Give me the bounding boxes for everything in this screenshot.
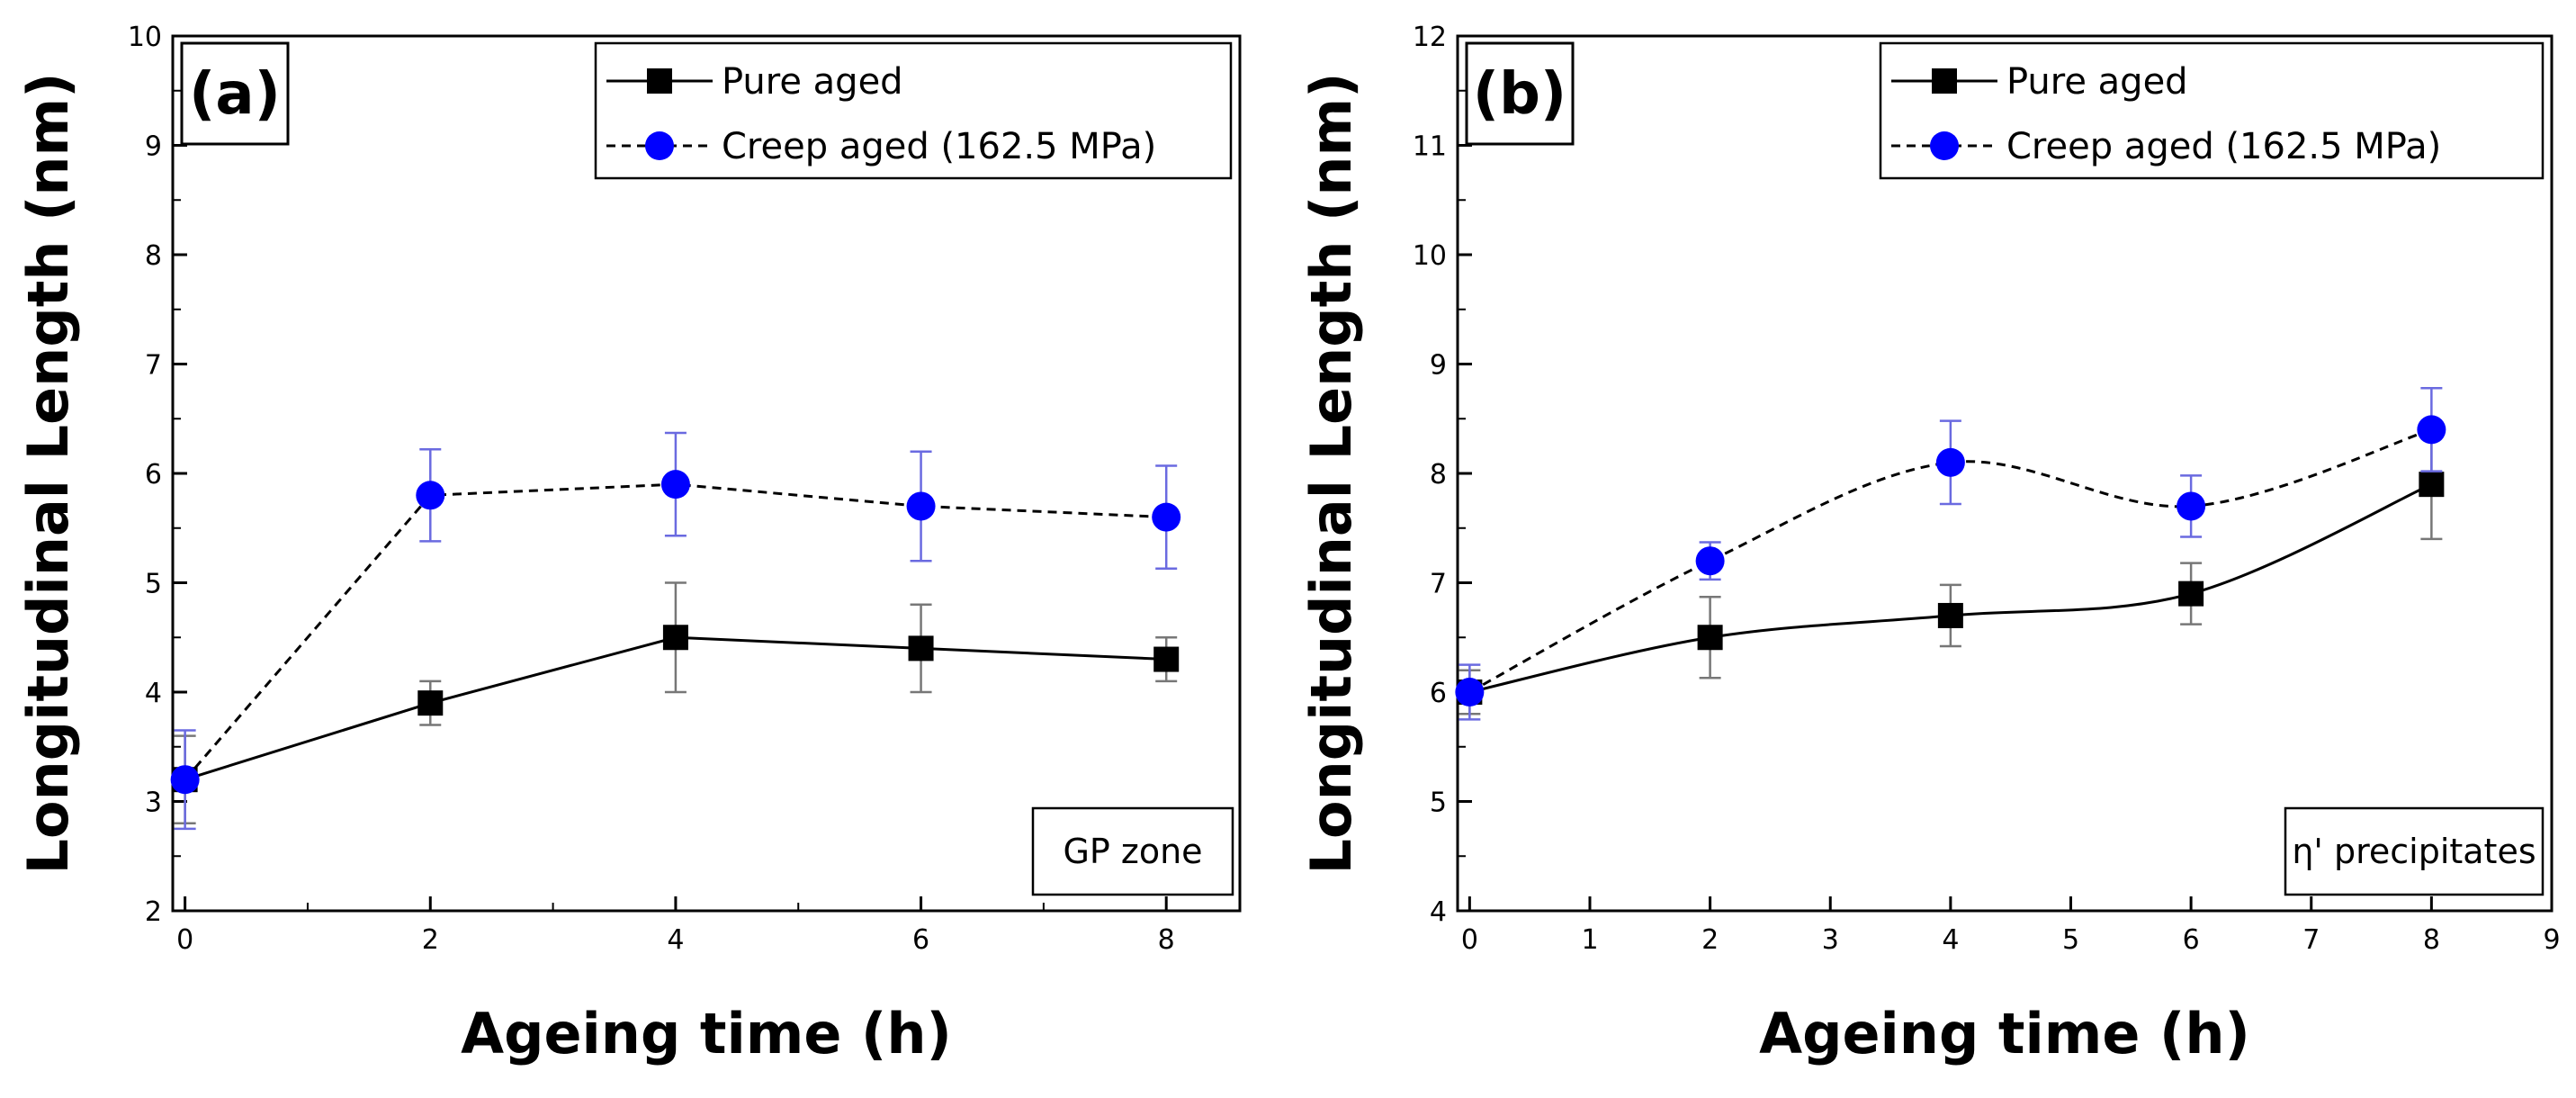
- data-point: [1455, 678, 1485, 706]
- x-tick-label: 4: [1942, 924, 1959, 956]
- legend-marker: [647, 68, 672, 94]
- y-tick-label: 12: [1413, 22, 1447, 53]
- y-tick-label: 6: [145, 459, 162, 490]
- data-point: [2419, 472, 2445, 498]
- data-point: [1697, 625, 1723, 651]
- legend-entry: Creep aged (162.5 MPa): [722, 126, 1156, 167]
- series-pure-aged: [172, 581, 1180, 825]
- y-tick-label: 4: [145, 678, 162, 709]
- y-tick-label: 8: [145, 240, 162, 272]
- y-tick-label: 7: [1430, 569, 1447, 600]
- legend: Pure aged Creep aged (162.5 MPa): [594, 41, 1233, 180]
- x-tick-label: 0: [1461, 924, 1478, 956]
- y-axis-title: Longitudinal Length (nm): [15, 73, 81, 875]
- x-tick-label: 1: [1581, 924, 1598, 956]
- x-axis-title: Ageing time (h): [461, 1001, 952, 1066]
- legend-marker: [645, 131, 674, 160]
- legend-marker: [1930, 131, 1959, 160]
- x-tick-label: 2: [1701, 924, 1719, 956]
- data-point: [906, 491, 936, 521]
- data-point: [417, 690, 444, 716]
- x-tick-label: 6: [2183, 924, 2200, 956]
- panel-label: (a): [189, 61, 281, 128]
- y-tick-label: 9: [145, 131, 162, 163]
- y-tick-label: 2: [145, 896, 162, 928]
- y-tick-label: 9: [1430, 350, 1447, 382]
- series-line: [1468, 428, 2432, 694]
- data-point: [2417, 415, 2446, 445]
- panel-label-box: [1465, 41, 1575, 146]
- legend-marker: [1932, 68, 1957, 94]
- x-tick-label: 8: [1158, 924, 1175, 956]
- data-point: [170, 765, 200, 795]
- legend-entry: Pure aged: [722, 61, 903, 103]
- data-point: [2178, 580, 2204, 607]
- series-line: [184, 482, 1167, 781]
- x-tick-label: 6: [912, 924, 929, 956]
- legend-box: [594, 41, 1233, 180]
- legend-box: [1879, 41, 2545, 180]
- series-pure-aged: [1457, 428, 2445, 716]
- x-tick-label: 0: [176, 924, 193, 956]
- y-axis-title: Longitudinal Length (nm): [1298, 73, 1364, 875]
- y-tick-label: 5: [1430, 788, 1447, 819]
- x-axis-title: Ageing time (h): [1759, 1001, 2250, 1066]
- x-tick-label: 7: [2302, 924, 2320, 956]
- data-point: [1937, 602, 1963, 628]
- data-point: [1695, 546, 1725, 576]
- legend-entry: Pure aged: [2006, 61, 2188, 103]
- y-tick-label: 8: [1430, 459, 1447, 490]
- data-point: [662, 625, 688, 651]
- annotation-box: [1031, 806, 1234, 896]
- x-tick-label: 4: [667, 924, 684, 956]
- y-tick-label: 6: [1430, 678, 1447, 709]
- data-point: [1152, 502, 1181, 532]
- y-tick-label: 3: [145, 788, 162, 819]
- y-tick-label: 11: [1413, 131, 1447, 163]
- x-tick-label: 9: [2543, 924, 2560, 956]
- panel-label: (b): [1473, 61, 1566, 128]
- series-creep-aged: [1455, 386, 2446, 721]
- series-creep-aged: [170, 431, 1181, 831]
- data-point: [416, 481, 445, 510]
- data-point: [1153, 646, 1180, 672]
- annotation-label: η' precipitates: [2292, 832, 2536, 871]
- y-tick-label: 5: [145, 569, 162, 600]
- annotation-label: GP zone: [1063, 832, 1202, 871]
- y-tick-label: 10: [128, 22, 162, 53]
- data-point: [2177, 491, 2206, 521]
- y-tick-label: 10: [1413, 240, 1447, 272]
- data-point: [908, 635, 934, 662]
- x-tick-label: 8: [2423, 924, 2440, 956]
- legend-entry: Creep aged (162.5 MPa): [2006, 126, 2441, 167]
- legend: Pure aged Creep aged (162.5 MPa): [1879, 41, 2545, 180]
- panel-label-box: [180, 41, 290, 146]
- data-point: [660, 470, 690, 500]
- x-tick-label: 2: [422, 924, 439, 956]
- data-point: [1935, 447, 1965, 477]
- x-tick-label: 5: [2062, 924, 2079, 956]
- x-tick-label: 3: [1822, 924, 1839, 956]
- y-tick-label: 4: [1430, 896, 1447, 928]
- annotation-box: [2284, 806, 2545, 896]
- y-tick-label: 7: [145, 350, 162, 382]
